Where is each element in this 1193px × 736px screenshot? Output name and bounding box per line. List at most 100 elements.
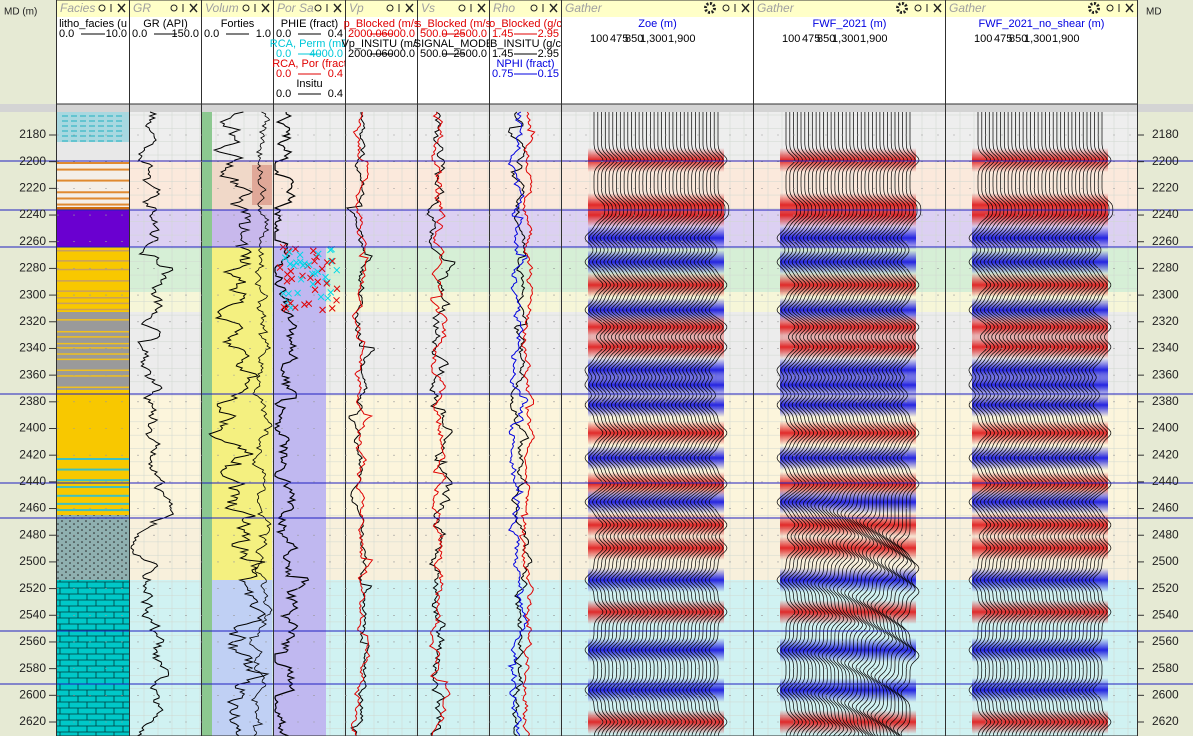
close-icon[interactable] [549,3,558,13]
visibility-icon[interactable] [722,4,730,12]
curve-name: SIGNAL_MODE [414,38,493,50]
log-curve [428,111,451,736]
left-tick-label: 2240 [19,207,46,221]
log-curve [507,111,529,736]
right-tick-label: 2180 [1152,127,1179,141]
gather-trace [810,112,831,736]
offset-label: 850 [625,33,643,45]
right-tick-label: 2620 [1152,714,1179,728]
track-title: Volum [205,1,239,15]
scale-max: 2500.0 [453,28,487,40]
gather-trace [1077,112,1099,736]
left-tick-label: 2400 [19,421,46,435]
visibility-icon[interactable] [1106,4,1114,12]
gather-event [780,600,916,624]
settings-icon[interactable] [896,2,908,14]
gather-trace [686,112,707,736]
core-point [287,304,295,311]
gather-trace [780,112,801,736]
left-tick-label: 2520 [19,581,46,595]
facies-stripe [57,297,129,299]
close-icon[interactable] [477,3,486,13]
gather-trace [1058,112,1080,736]
gather-trace [1036,112,1057,736]
right-tick-label: 2240 [1152,207,1179,221]
right-tick-label: 2280 [1152,261,1179,275]
gather-trace [776,112,798,736]
visibility-icon[interactable] [170,4,178,12]
gather-trace [795,112,816,736]
close-icon[interactable] [741,3,750,13]
close-icon[interactable] [405,3,414,13]
offset-label: 1,300 [640,33,668,45]
core-point [292,259,300,267]
core-point [319,306,326,314]
offset-label: 100 [590,33,608,45]
header-bg [946,0,1137,104]
facies-stripe [57,479,129,482]
gather-trace [603,112,624,736]
facies-stripe [57,509,129,512]
facies-stripe [57,319,129,321]
gather-trace [682,112,703,736]
visibility-icon[interactable] [458,4,466,12]
left-tick-label: 2340 [19,341,46,355]
close-icon[interactable] [189,3,198,13]
scale-min: 1.45 [492,28,513,40]
visibility-icon[interactable] [530,4,538,12]
core-point [313,253,320,261]
left-tick-label: 2540 [19,607,46,621]
scale-max: 2.95 [538,28,559,40]
gather-trace [1024,112,1046,736]
offset-label: 850 [1009,33,1027,45]
right-tick-label: 2500 [1152,554,1179,568]
offset-label: 850 [817,33,835,45]
volume-fill [212,247,272,580]
gather-trace [896,112,918,736]
close-icon[interactable] [1125,3,1134,13]
gather-trace [1062,112,1084,736]
header-bg [562,0,753,104]
facies-stripe [57,179,129,182]
settings-icon[interactable] [1088,2,1100,14]
gather-trace [979,112,1001,736]
facies-block [57,515,129,580]
left-axis-panel [0,0,56,736]
log-curve [351,111,374,736]
left-tick-label: 2440 [19,474,46,488]
scale-min: 0.75 [492,68,513,80]
gather-trace [633,112,655,736]
visibility-icon[interactable] [242,4,250,12]
left-tick-label: 2180 [19,127,46,141]
gather-trace [670,112,692,736]
gather-trace [701,112,722,736]
gather-trace [592,112,613,736]
core-point [296,258,304,266]
offset-label: 475 [802,33,820,45]
gather-trace [821,112,843,736]
title-bar [562,0,753,17]
close-icon[interactable] [333,3,342,13]
gather-trace [825,112,847,736]
visibility-icon[interactable] [98,4,106,12]
facies-block [57,312,129,390]
facies-block [57,142,129,160]
visibility-icon[interactable] [914,4,922,12]
close-icon[interactable] [933,3,942,13]
facies-stripe [57,468,129,471]
close-icon[interactable] [261,3,270,13]
facies-stripe [57,386,129,389]
header-bg [418,0,489,104]
scale-max: 0.4 [328,68,343,80]
log-curve [518,111,536,736]
visibility-icon[interactable] [314,4,322,12]
settings-icon[interactable] [704,2,716,14]
right-tick-label: 2360 [1152,367,1179,381]
track-border [945,0,1138,736]
close-icon[interactable] [117,3,126,13]
facies-block [57,390,129,455]
gather-trace [1070,112,1091,736]
gather-trace [1039,112,1061,736]
track-title: Gather [565,1,603,15]
visibility-icon[interactable] [386,4,394,12]
